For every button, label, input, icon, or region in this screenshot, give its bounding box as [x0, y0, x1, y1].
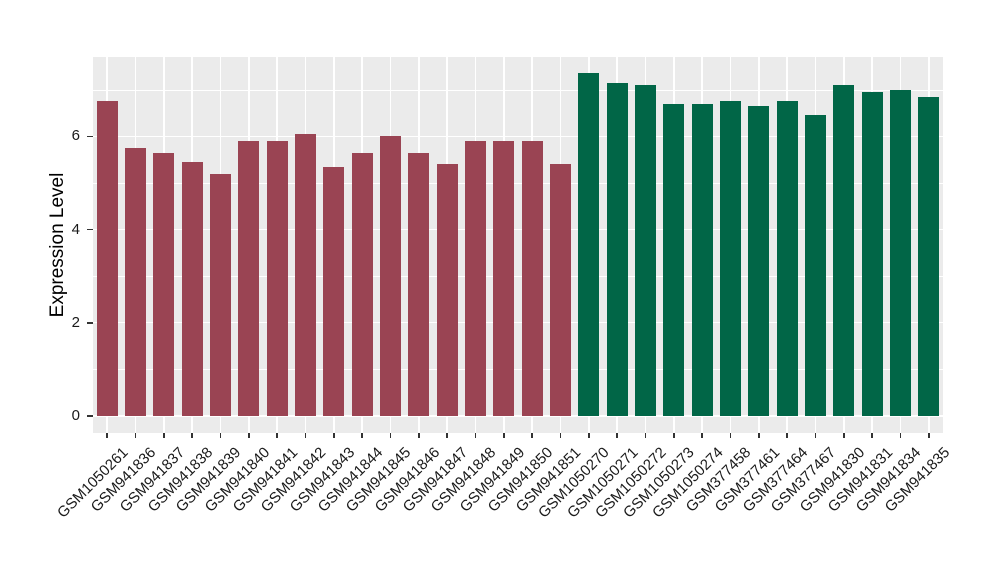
bar-GSM941843 [323, 166, 345, 416]
bar-GSM1050261 [96, 101, 118, 416]
minor-gridline [93, 183, 943, 184]
bar-GSM941847 [436, 164, 458, 416]
x-tick-mark [786, 433, 788, 438]
minor-gridline [93, 89, 943, 91]
bar-GSM1050272 [634, 85, 657, 416]
x-tick-mark [248, 433, 250, 438]
x-tick-mark [899, 433, 902, 438]
bar-GSM941845 [379, 136, 402, 416]
x-tick-mark [673, 433, 675, 438]
x-tick-mark [843, 433, 845, 438]
bar-GSM941838 [181, 162, 203, 416]
bar-GSM941840 [238, 141, 260, 416]
x-tick-mark [928, 433, 930, 438]
x-tick-mark [389, 433, 392, 438]
y-tick-mark [87, 415, 93, 417]
x-tick-mark [163, 433, 165, 438]
bar-GSM941836 [124, 148, 147, 416]
x-tick-mark [616, 433, 618, 438]
x-tick-mark [304, 433, 307, 438]
bar-GSM377467 [804, 115, 827, 416]
x-tick-mark [446, 433, 448, 438]
x-tick-mark [276, 433, 278, 438]
bar-GSM1050273 [663, 103, 685, 416]
x-tick-mark [559, 433, 562, 438]
major-gridline [93, 415, 943, 417]
bar-GSM941830 [833, 85, 855, 416]
bar-GSM377464 [776, 101, 798, 416]
x-tick-mark [134, 433, 137, 438]
major-gridline [93, 322, 943, 324]
bar-GSM941842 [294, 134, 317, 416]
x-tick-mark [701, 433, 703, 438]
minor-gridline [93, 276, 943, 277]
x-tick-mark [644, 433, 647, 438]
x-tick-mark [361, 433, 363, 438]
bar-GSM941850 [521, 141, 543, 416]
x-tick-mark [418, 433, 420, 438]
bar-GSM941849 [493, 141, 515, 416]
bar-GSM941835 [918, 96, 940, 416]
x-tick-mark [191, 433, 193, 438]
y-axis-title: Expression Level [47, 172, 68, 318]
bar-GSM941844 [351, 152, 373, 416]
x-tick-mark [474, 433, 477, 438]
bar-GSM377458 [719, 101, 742, 416]
bar-GSM941848 [464, 141, 487, 416]
x-tick-mark [503, 433, 505, 438]
y-tick-mark [87, 228, 93, 231]
bar-GSM941839 [209, 173, 232, 416]
x-tick-mark [219, 433, 222, 438]
x-tick-mark [531, 433, 533, 438]
x-tick-mark [814, 433, 817, 438]
x-tick-mark [758, 433, 760, 438]
y-tick-label: 2 [71, 313, 80, 331]
x-tick-mark [588, 433, 590, 438]
plot-area [93, 57, 943, 433]
bar-GSM1050270 [578, 73, 600, 416]
bar-GSM377461 [748, 106, 770, 416]
y-tick-label: 6 [71, 127, 80, 145]
y-tick-label: 4 [71, 220, 80, 238]
major-gridline [93, 135, 943, 138]
y-tick-label: 0 [71, 407, 80, 424]
y-tick-mark [87, 135, 93, 138]
bar-GSM941851 [549, 164, 572, 416]
x-tick-mark [729, 433, 732, 438]
x-tick-mark [106, 433, 108, 438]
bar-GSM1050271 [606, 82, 628, 416]
bar-GSM1050274 [691, 103, 713, 416]
y-tick-mark [87, 322, 93, 324]
minor-gridline [93, 369, 943, 371]
bar-GSM941834 [889, 89, 912, 416]
x-tick-mark [333, 433, 335, 438]
bar-GSM941846 [408, 152, 430, 416]
x-tick-mark [871, 433, 873, 438]
bar-GSM941831 [861, 92, 883, 416]
major-gridline [93, 228, 943, 231]
bar-GSM941837 [153, 152, 175, 416]
bar-GSM941841 [266, 141, 288, 416]
